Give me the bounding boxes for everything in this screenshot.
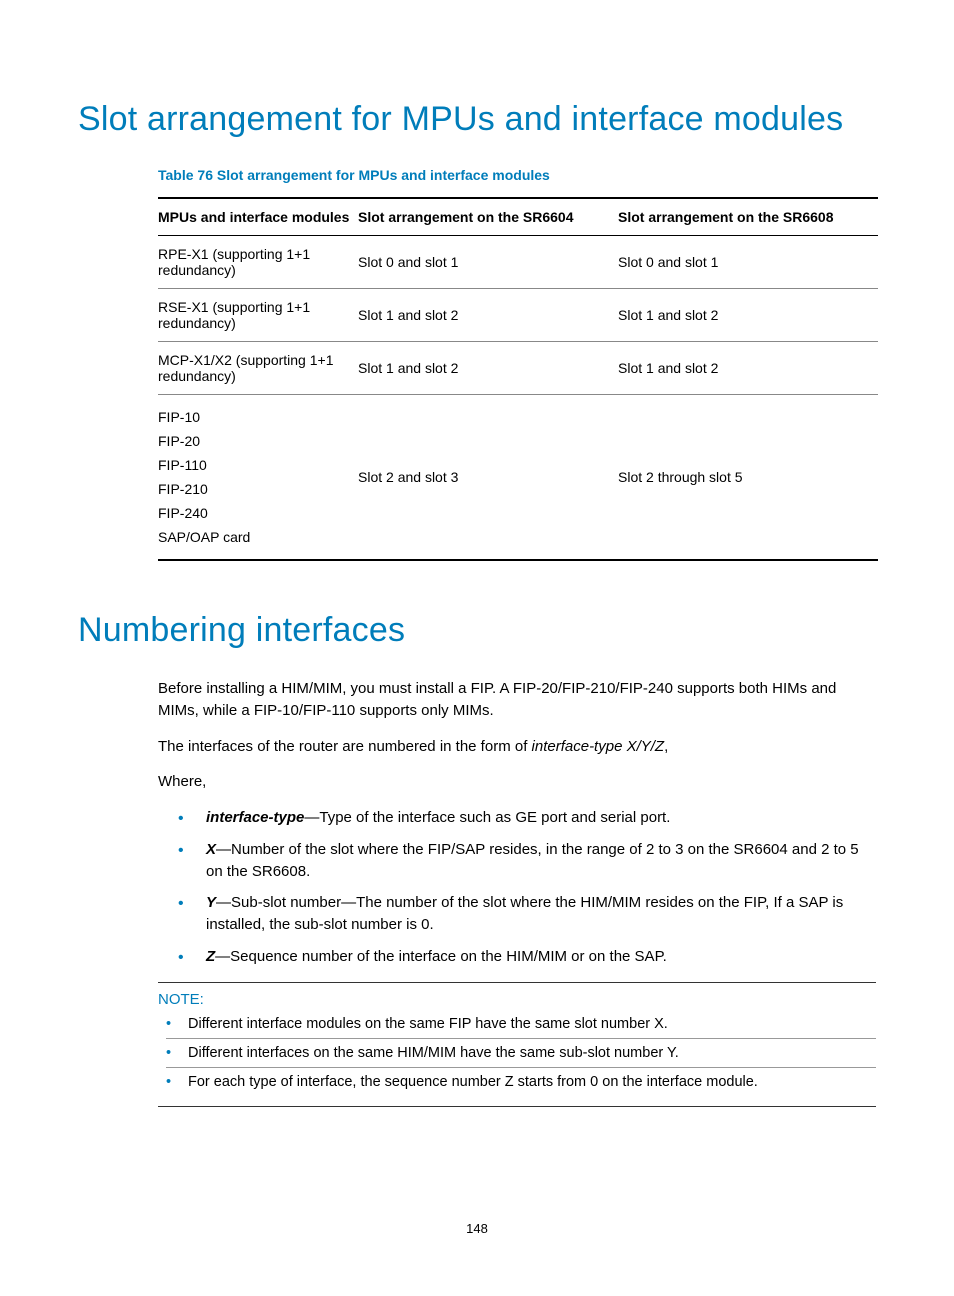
table-cell: Slot 0 and slot 1 xyxy=(618,236,878,289)
italic-text: interface-type X/Y/Z xyxy=(532,738,665,755)
page-number: 148 xyxy=(0,1221,954,1236)
table-header: Slot arrangement on the SR6604 xyxy=(358,198,618,236)
note-label: NOTE: xyxy=(158,991,876,1008)
term: X xyxy=(206,841,216,858)
slot-table: MPUs and interface modules Slot arrangem… xyxy=(158,197,878,561)
text: The interfaces of the router are numbere… xyxy=(158,738,532,755)
list-item: Y—Sub-slot number—The number of the slot… xyxy=(178,892,876,936)
heading-slot-arrangement: Slot arrangement for MPUs and interface … xyxy=(78,100,876,139)
list-item: SAP/OAP card xyxy=(158,525,352,549)
table-header: MPUs and interface modules xyxy=(158,198,358,236)
table-cell: Slot 1 and slot 2 xyxy=(358,342,618,395)
paragraph: The interfaces of the router are numbere… xyxy=(158,736,876,758)
table-row: MCP-X1/X2 (supporting 1+1 redundancy) Sl… xyxy=(158,342,878,395)
term: interface-type xyxy=(206,809,304,826)
list-item: FIP-20 xyxy=(158,429,352,453)
table-caption: Table 76 Slot arrangement for MPUs and i… xyxy=(158,167,876,183)
text: —Type of the interface such as GE port a… xyxy=(304,809,670,826)
text: , xyxy=(664,738,668,755)
list-item: X—Number of the slot where the FIP/SAP r… xyxy=(178,839,876,883)
table-row: FIP-10 FIP-20 FIP-110 FIP-210 FIP-240 SA… xyxy=(158,395,878,561)
table-cell: Slot 1 and slot 2 xyxy=(618,289,878,342)
text: —Sub-slot number—The number of the slot … xyxy=(206,894,843,933)
list-item: FIP-210 xyxy=(158,477,352,501)
definition-list: interface-type—Type of the interface suc… xyxy=(178,807,876,968)
list-item: Different interfaces on the same HIM/MIM… xyxy=(166,1038,876,1061)
table-cell: Slot 1 and slot 2 xyxy=(618,342,878,395)
paragraph: Before installing a HIM/MIM, you must in… xyxy=(158,678,876,722)
note-list: Different interface modules on the same … xyxy=(166,1016,876,1090)
table-cell: Slot 0 and slot 1 xyxy=(358,236,618,289)
list-item: For each type of interface, the sequence… xyxy=(166,1067,876,1090)
table-cell: RSE-X1 (supporting 1+1 redundancy) xyxy=(158,289,358,342)
table-cell: RPE-X1 (supporting 1+1 redundancy) xyxy=(158,236,358,289)
table-row: RPE-X1 (supporting 1+1 redundancy) Slot … xyxy=(158,236,878,289)
term: Y xyxy=(206,894,216,911)
table-cell: Slot 2 and slot 3 xyxy=(358,395,618,561)
paragraph: Where, xyxy=(158,771,876,793)
list-item: interface-type—Type of the interface suc… xyxy=(178,807,876,829)
table-row: RSE-X1 (supporting 1+1 redundancy) Slot … xyxy=(158,289,878,342)
table-header: Slot arrangement on the SR6608 xyxy=(618,198,878,236)
text: —Sequence number of the interface on the… xyxy=(215,948,667,965)
table-cell: Slot 2 through slot 5 xyxy=(618,395,878,561)
text: —Number of the slot where the FIP/SAP re… xyxy=(206,841,859,880)
list-item: Different interface modules on the same … xyxy=(166,1016,876,1032)
list-item: Z—Sequence number of the interface on th… xyxy=(178,946,876,968)
table-cell: FIP-10 FIP-20 FIP-110 FIP-210 FIP-240 SA… xyxy=(158,395,358,561)
list-item: FIP-110 xyxy=(158,453,352,477)
list-item: FIP-240 xyxy=(158,501,352,525)
note-box: NOTE: Different interface modules on the… xyxy=(158,982,876,1107)
table-cell: Slot 1 and slot 2 xyxy=(358,289,618,342)
heading-numbering: Numbering interfaces xyxy=(78,611,876,650)
list-item: FIP-10 xyxy=(158,405,352,429)
table-cell: MCP-X1/X2 (supporting 1+1 redundancy) xyxy=(158,342,358,395)
term: Z xyxy=(206,948,215,965)
